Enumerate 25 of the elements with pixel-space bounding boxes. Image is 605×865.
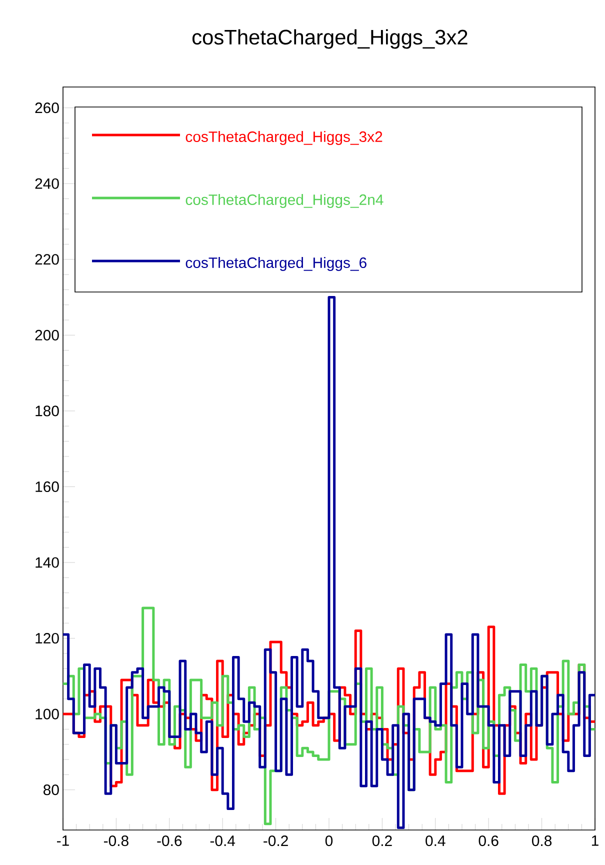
y-tick-label: 120: [36, 632, 59, 644]
x-tick-label: -0.2: [264, 836, 288, 846]
x-tick-label: 0.6: [478, 836, 498, 846]
x-tick-label: 0: [325, 836, 333, 846]
y-tick-label: 180: [36, 406, 59, 416]
x-tick-label: 0.2: [372, 836, 392, 846]
text: cosThetaCharged_Higgs_3x2: [186, 131, 382, 145]
x-tick-label: -0.6: [157, 836, 182, 846]
x-tick-label: -1: [57, 836, 69, 846]
text: cosThetaCharged_Higgs_2n4: [186, 194, 384, 208]
y-tick-label: 260: [35, 102, 59, 114]
y-tick-label: 140: [36, 557, 59, 568]
y-tick-label: 80: [44, 784, 59, 796]
y-tick-label: 220: [35, 254, 59, 265]
x-tick-label: 1: [592, 836, 598, 846]
y-tick-label: 240: [35, 178, 59, 189]
text: cosThetaCharged_Higgs_6: [186, 257, 366, 271]
x-tick-label: 0.8: [532, 836, 552, 846]
x-tick-label: -0.8: [104, 836, 128, 846]
x-tick-label: 0.4: [426, 836, 446, 846]
y-tick-label: 200: [35, 330, 59, 340]
chart-title: cosThetaCharged_Higgs_3x2: [192, 29, 468, 49]
x-tick-label: -0.4: [210, 836, 236, 846]
y-tick-label: 160: [36, 481, 59, 492]
y-tick-label: 100: [36, 708, 59, 720]
